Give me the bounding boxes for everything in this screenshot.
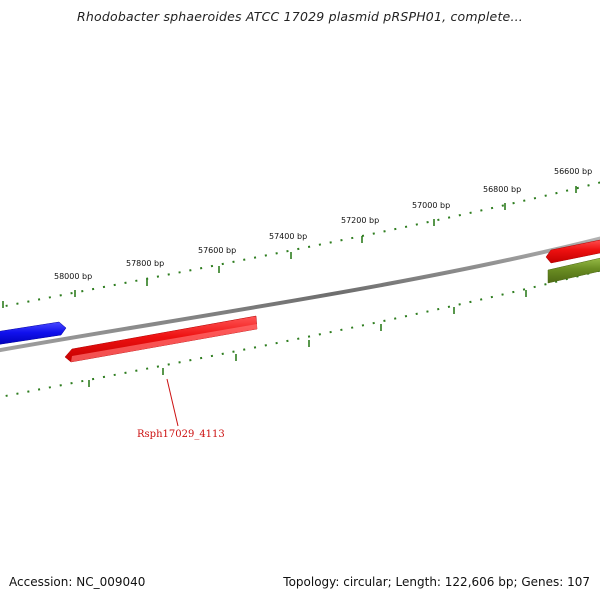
ruler-label-57200: 57200 bp: [341, 216, 379, 225]
inner-major-ticks: [88, 290, 527, 387]
ruler-label-57800: 57800 bp: [126, 259, 164, 268]
topology-summary: Topology: circular; Length: 122,606 bp; …: [283, 575, 590, 589]
gene-rsph17029-4113-shade: [71, 324, 257, 362]
ruler-label-57400: 57400 bp: [269, 232, 307, 241]
ruler-label-57600: 57600 bp: [198, 246, 236, 255]
gene-label-rsph17029-4113[interactable]: Rsph17029_4113: [137, 429, 225, 440]
accession-text: Accession: NC_009040: [9, 575, 146, 589]
ruler-label-56600: 56600 bp: [554, 167, 592, 176]
gene-olive-right[interactable]: [547, 257, 600, 284]
gene-red-right[interactable]: [545, 239, 600, 264]
gene-blue-arrow[interactable]: [0, 321, 67, 345]
outer-ruler-dots: [0, 181, 600, 309]
ruler-label-57000: 57000 bp: [412, 201, 450, 210]
outer-major-ticks: [2, 186, 577, 308]
ruler-label-56800: 56800 bp: [483, 185, 521, 194]
gene-label-leader: [166, 378, 179, 427]
plasmid-backbone: [0, 236, 600, 353]
map-title: Rhodobacter sphaeroides ATCC 17029 plasm…: [77, 9, 523, 24]
ruler-label-58000: 58000 bp: [54, 272, 92, 281]
